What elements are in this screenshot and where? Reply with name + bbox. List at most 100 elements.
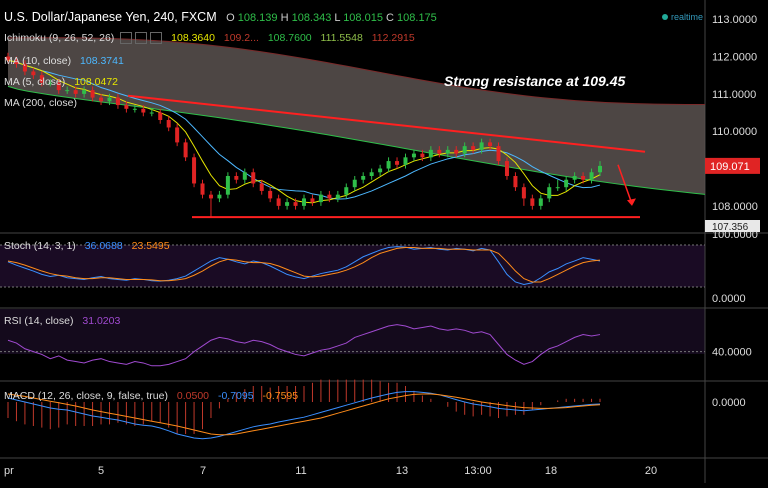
candle-body — [65, 90, 70, 92]
candle-body — [335, 194, 340, 199]
price-tick-label: 111.0000 — [712, 89, 756, 101]
candle-body — [437, 149, 442, 154]
candle-body — [318, 194, 323, 203]
close-value: 108.175 — [397, 12, 437, 24]
stoch-legend[interactable]: Stoch (14, 3, 1) 36.0688 23.5495 — [4, 240, 170, 252]
candle-body — [242, 172, 247, 180]
low-value: 108.015 — [343, 12, 383, 24]
settings-icon[interactable] — [135, 32, 148, 45]
candle-body — [581, 176, 586, 180]
candle-body — [124, 105, 129, 109]
ma10-legend[interactable]: MA (10, close) 108.3741 — [4, 55, 124, 67]
stoch-tick-label: 100.0000 — [712, 229, 758, 241]
candle-body — [268, 190, 273, 199]
macd-signal-line — [7, 393, 601, 436]
candle-body — [488, 142, 493, 147]
open-value: 108.139 — [237, 12, 278, 24]
candle-body — [504, 161, 509, 176]
candle-body — [310, 198, 315, 203]
last-price-tag — [705, 157, 760, 174]
stoch-d-line — [7, 247, 601, 283]
candle-body — [149, 112, 154, 114]
symbol-title[interactable]: U.S. Dollar/Japanese Yen, 240, FXCM — [4, 10, 217, 24]
low-key: L — [334, 12, 341, 24]
candle-body — [302, 198, 306, 206]
candle-body — [403, 157, 408, 165]
ma5-label: MA (5, close) — [4, 76, 66, 88]
rsi-legend[interactable]: RSI (14, close) 31.0203 — [4, 315, 120, 327]
last-price-label: 109.071 — [710, 161, 750, 173]
candle-body — [352, 179, 357, 188]
candle-body — [141, 108, 146, 113]
x-tick-label: 18 — [545, 465, 557, 477]
candle-body — [234, 176, 239, 180]
macd-value-line: -0.7095 — [217, 390, 254, 402]
rsi-band-bg — [0, 309, 705, 354]
ma10-label: MA (10, close) — [4, 55, 72, 67]
candle-body — [479, 142, 484, 150]
ma5-legend[interactable]: MA (5, close) 108.0472 — [4, 76, 118, 88]
ichimoku-value-1: 108.3640 — [171, 32, 215, 44]
ichimoku-value-3: 108.7600 — [267, 32, 312, 44]
candle-body — [132, 108, 137, 110]
candle-body — [327, 194, 332, 199]
ma200-legend[interactable]: MA (200, close) — [4, 97, 77, 109]
high-value: 108.343 — [291, 12, 332, 24]
candle-body — [521, 187, 526, 199]
candle-body — [496, 146, 501, 162]
ma10-value: 108.3741 — [80, 55, 124, 67]
visibility-icon[interactable] — [120, 32, 133, 45]
ichimoku-span-a — [7, 37, 706, 105]
candle-body — [217, 194, 222, 199]
candle-body — [6, 56, 10, 61]
candle-body — [285, 202, 290, 206]
candle-body — [420, 153, 425, 158]
candle-body — [192, 157, 197, 184]
open-key: O — [226, 12, 235, 24]
candle-body — [428, 149, 433, 158]
candle-body — [564, 179, 569, 188]
stoch-band-bg — [0, 245, 705, 287]
candle-body — [251, 172, 256, 184]
candle-body — [183, 142, 188, 158]
price-tick-label: 113.0000 — [712, 14, 757, 26]
ichimoku-value-4: 111.5548 — [320, 32, 363, 44]
candle-body — [22, 64, 27, 72]
low-price-label: 107.356 — [712, 222, 749, 233]
candle-body — [158, 112, 163, 120]
macd-value-hist: 0.0500 — [176, 390, 210, 402]
price-tick-label: 110.0000 — [712, 126, 757, 138]
macd-line — [7, 391, 601, 440]
ma5-value: 108.0472 — [74, 76, 118, 88]
stoch-value-d: 23.5495 — [131, 240, 170, 252]
macd-legend[interactable]: MACD (12, 26, close, 9, false, true) 0.0… — [4, 390, 298, 402]
candle-body — [572, 176, 577, 180]
ichimoku-value-5: 112.2915 — [371, 32, 415, 44]
candle-body — [48, 82, 53, 84]
resistance-annotation: Strong resistance at 109.45 — [444, 73, 626, 89]
ichimoku-legend[interactable]: Ichimoku (9, 26, 52, 26) 108.3640 109.2.… — [4, 32, 415, 45]
candle-body — [14, 60, 19, 64]
candle-body — [208, 194, 213, 199]
candle-body — [73, 90, 78, 94]
candle-body — [276, 198, 281, 206]
candle-body — [107, 97, 112, 102]
close-icon[interactable] — [150, 32, 163, 45]
candle-body — [369, 172, 374, 176]
candle-body — [175, 127, 180, 143]
ichimoku-label: Ichimoku (9, 26, 52, 26) — [4, 32, 115, 44]
price-tick-label: 108.0000 — [712, 201, 758, 213]
candle-body — [589, 172, 594, 180]
x-tick-label: 5 — [98, 465, 104, 477]
rsi-label: RSI (14, close) — [4, 315, 74, 327]
candle-body — [454, 149, 459, 154]
rsi-line — [7, 324, 601, 367]
resistance-trendline — [127, 94, 646, 153]
candle-body — [31, 71, 36, 76]
candle-body — [225, 176, 230, 195]
rsi-tick-label: 40.0000 — [712, 347, 752, 359]
candle-body — [259, 183, 264, 191]
stoch-label: Stoch (14, 3, 1) — [4, 240, 76, 252]
